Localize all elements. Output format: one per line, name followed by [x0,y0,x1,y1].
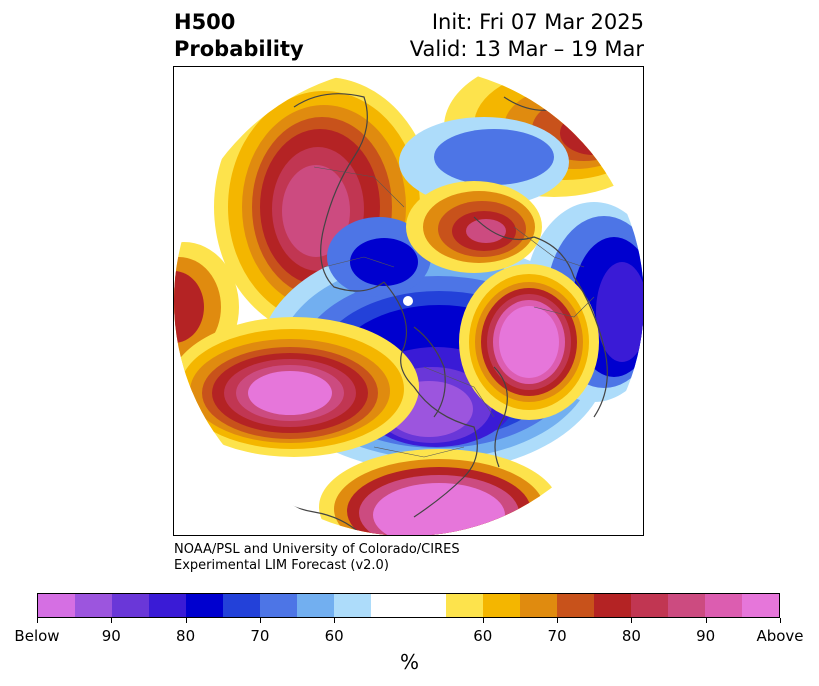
colorbar-segment-above-7 [704,594,742,617]
colorbar-tick-label: 60 [324,627,344,645]
credit-line-2: Experimental LIM Forecast (v2.0) [174,558,389,573]
colorbar-segment-above-2 [519,594,557,617]
probability-map [173,66,644,536]
init-date: Init: Fri 07 Mar 2025 [431,10,644,34]
colorbar-segment-above-4 [593,594,631,617]
colorbar-tick-mark [334,618,335,623]
colorbar-tick-label: 80 [621,627,641,645]
anomaly-below-pole [327,117,569,297]
colorbar-tick-label: Below [14,627,60,645]
title-quantity: Probability [174,37,304,61]
colorbar-tick-label: Above [756,627,804,645]
colorbar-segment-below-5 [223,594,261,617]
colorbar-segment-above-3 [556,594,594,617]
colorbar-segment-above-1 [482,594,520,617]
colorbar-segment-below-0 [38,594,76,617]
title-variable: H500 [174,10,236,34]
title-block-right: Init: Fri 07 Mar 2025 Valid: 13 Mar – 19… [410,9,644,63]
colorbar-tick-label: 60 [473,627,493,645]
colorbar-tick-mark [557,618,558,623]
colorbar-tick-mark [111,618,112,623]
colorbar-segment-below-2 [112,594,150,617]
colorbar-segment-below-3 [149,594,187,617]
north-pole-marker [403,296,413,306]
colorbar-unit: % [399,650,419,674]
colorbar-segment-below-4 [186,594,224,617]
colorbar-tick-label: 90 [101,627,121,645]
colorbar-tick-label: 70 [547,627,567,645]
colorbar-tick-mark [260,618,261,623]
colorbar-segment-below-1 [75,594,113,617]
colorbar-segment-below-8 [334,594,372,617]
colorbar-tick-mark [631,618,632,623]
anomaly-above-europe [459,264,599,420]
anomaly-above-pacific [174,317,419,457]
colorbar-tick-mark [706,618,707,623]
anomaly-above-siberia [406,181,542,273]
borders [313,166,595,458]
colorbar-tick-mark [483,618,484,623]
colorbar-segment-above-0 [445,594,483,617]
colorbar-segment-above-6 [667,594,705,617]
colorbar-tick-mark [37,618,38,623]
credit-line-1: NOAA/PSL and University of Colorado/CIRE… [174,542,460,557]
colorbar-tick-label: 70 [250,627,270,645]
colorbar-segment-above-5 [630,594,668,617]
title-block-left: H500 Probability [174,9,304,63]
colorbar-tick-mark [780,618,781,623]
colorbar [37,593,780,618]
colorbar-segment-neutral [371,594,446,617]
colorbar-tick-label: 80 [176,627,196,645]
colorbar-segment-below-6 [260,594,298,617]
credit-text: NOAA/PSL and University of Colorado/CIRE… [174,542,460,574]
polar-map-svg [174,66,644,536]
valid-range: Valid: 13 Mar – 19 Mar [409,37,644,61]
colorbar-segment-below-7 [297,594,335,617]
colorbar-segment-above-8 [741,594,779,617]
colorbar-tick-mark [186,618,187,623]
colorbar-tick-label: 90 [696,627,716,645]
